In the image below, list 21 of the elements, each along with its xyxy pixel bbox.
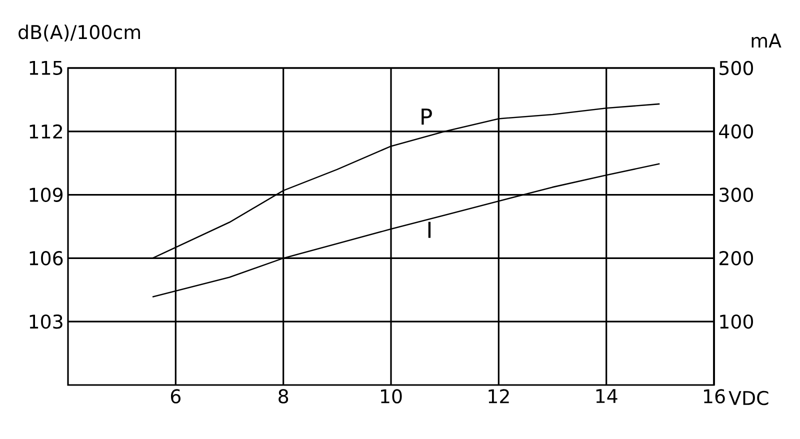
x-tick-label: 8: [278, 389, 288, 404]
x-tick-label: 16: [704, 389, 725, 404]
y-tick-label: 115: [30, 60, 62, 76]
x-tick-label: 12: [488, 389, 509, 404]
y-tick-label: 109: [30, 188, 63, 202]
y2-tick-label: 500: [720, 60, 753, 76]
y-tick-label: 106: [30, 251, 63, 266]
x-tick-label: 10: [381, 389, 402, 404]
x-tick-label: 14: [596, 389, 618, 403]
y2-tick-label: 300: [720, 188, 753, 202]
y2-tick-label: 200: [720, 251, 753, 266]
y2-tick-label: 400: [719, 124, 753, 139]
y-tick-label: 103: [30, 314, 62, 329]
y-axis-title: dB(A)/100cm: [18, 24, 140, 42]
y2-tick-label: 100: [720, 314, 753, 329]
y-tick-label: 112: [30, 124, 62, 138]
x-tick-label: 6: [170, 389, 180, 404]
x-axis-title: VDC: [728, 390, 768, 406]
y2-axis-title: mA: [752, 34, 782, 48]
series-label: P: [422, 108, 432, 125]
series-label: I: [428, 222, 431, 238]
